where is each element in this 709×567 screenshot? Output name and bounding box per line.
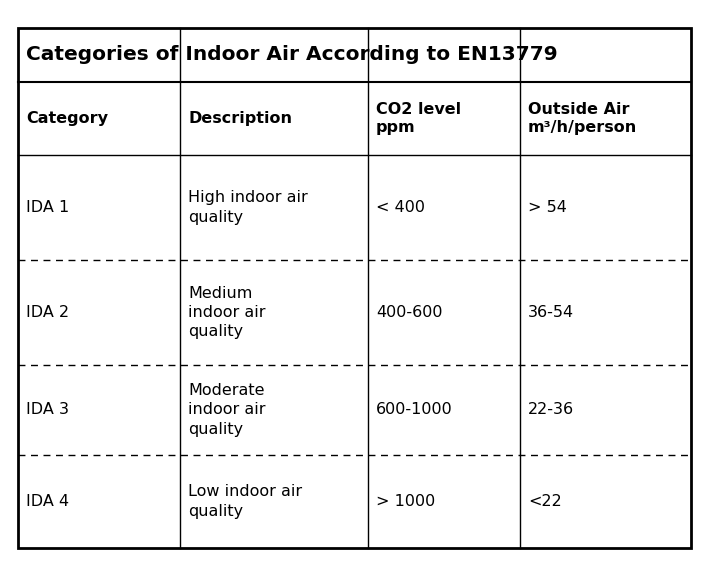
Text: 36-54: 36-54	[528, 305, 574, 320]
Text: High indoor air
quality: High indoor air quality	[188, 191, 308, 225]
Text: 22-36: 22-36	[528, 403, 574, 417]
Text: IDA 2: IDA 2	[26, 305, 69, 320]
Text: < 400: < 400	[376, 200, 425, 215]
Text: Description: Description	[188, 111, 292, 126]
Text: > 54: > 54	[528, 200, 567, 215]
Text: 400-600: 400-600	[376, 305, 442, 320]
Text: Categories of Indoor Air According to EN13779: Categories of Indoor Air According to EN…	[26, 45, 557, 65]
Text: Outside Air
m³/h/person: Outside Air m³/h/person	[528, 101, 637, 136]
Text: Category: Category	[26, 111, 108, 126]
Text: <22: <22	[528, 494, 562, 509]
Text: IDA 4: IDA 4	[26, 494, 69, 509]
Text: 600-1000: 600-1000	[376, 403, 453, 417]
Text: IDA 3: IDA 3	[26, 403, 69, 417]
Text: Low indoor air
quality: Low indoor air quality	[188, 484, 302, 519]
Text: Moderate
indoor air
quality: Moderate indoor air quality	[188, 383, 265, 437]
Text: Medium
indoor air
quality: Medium indoor air quality	[188, 286, 265, 339]
Text: > 1000: > 1000	[376, 494, 435, 509]
Text: CO2 level
ppm: CO2 level ppm	[376, 101, 461, 136]
Text: IDA 1: IDA 1	[26, 200, 69, 215]
